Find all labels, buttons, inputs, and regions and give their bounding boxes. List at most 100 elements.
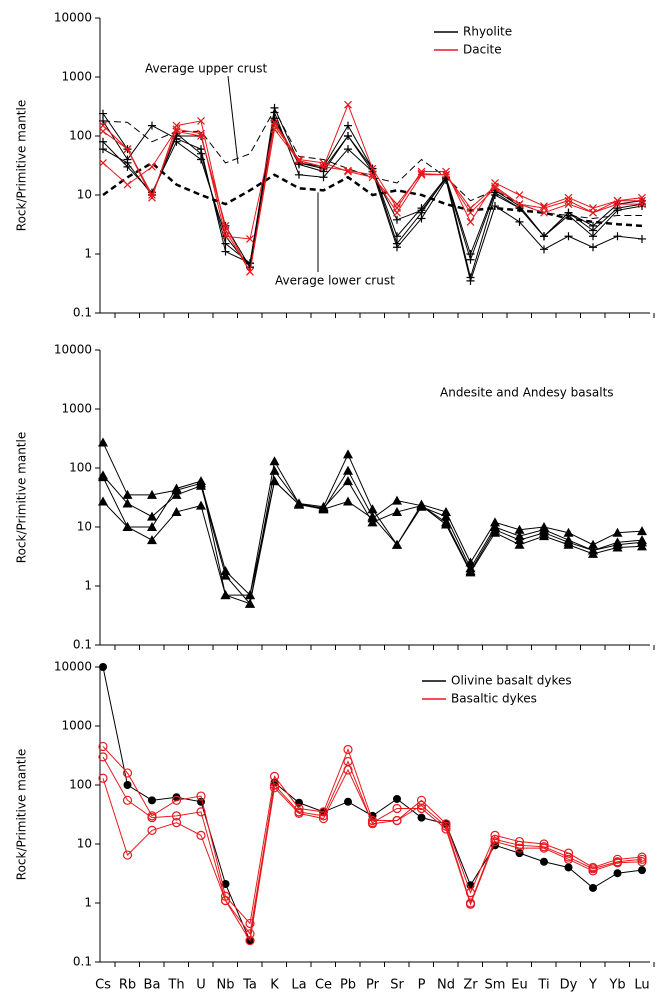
marker — [246, 235, 254, 243]
marker — [123, 158, 132, 167]
marker — [416, 803, 427, 814]
x-tick-label: K — [270, 978, 279, 993]
marker — [441, 519, 451, 529]
marker — [392, 815, 402, 826]
marker — [294, 808, 304, 819]
marker — [245, 918, 255, 929]
x-tick-label: Sr — [390, 978, 404, 993]
marker — [197, 132, 205, 140]
marker — [540, 245, 548, 254]
legend-label: Olivine basalt dykes — [451, 674, 572, 688]
marker — [515, 200, 524, 209]
marker — [564, 232, 573, 241]
y-tick-label: 10 — [77, 520, 92, 534]
marker — [220, 570, 231, 580]
y-tick-label: 1000 — [61, 719, 92, 733]
marker — [99, 145, 107, 154]
marker — [441, 824, 451, 834]
marker — [417, 204, 426, 213]
marker — [147, 535, 157, 545]
marker — [564, 193, 573, 202]
y-tick-label: 0.1 — [73, 306, 92, 320]
marker — [220, 895, 231, 906]
marker — [392, 803, 402, 814]
series-line — [102, 116, 643, 269]
marker — [588, 866, 598, 876]
y-tick-label: 10000 — [54, 11, 92, 25]
marker — [197, 117, 205, 125]
marker — [637, 541, 647, 551]
series-line — [102, 756, 643, 936]
x-tick-label: Rb — [119, 978, 136, 993]
marker — [392, 539, 402, 549]
marker — [295, 170, 303, 179]
marker — [393, 215, 401, 224]
series-line — [102, 666, 643, 943]
x-tick-label: Eu — [511, 978, 527, 993]
marker — [393, 794, 401, 803]
marker — [612, 858, 623, 868]
marker — [563, 539, 574, 549]
y-axis-label: Rock/Primitive mantle — [15, 749, 29, 880]
marker — [148, 191, 156, 199]
x-tick-label: U — [196, 978, 206, 993]
y-tick-label: 100 — [69, 461, 92, 475]
x-tick-label: La — [291, 978, 306, 993]
marker — [637, 854, 647, 864]
annotation: Average lower crust — [275, 274, 395, 288]
marker — [491, 182, 499, 191]
marker — [171, 489, 182, 499]
marker — [416, 500, 427, 510]
marker — [589, 208, 597, 217]
marker — [99, 121, 107, 130]
marker — [123, 180, 132, 189]
marker — [123, 145, 132, 154]
y-tick-label: 1 — [84, 247, 92, 261]
marker — [514, 539, 525, 549]
marker — [246, 259, 254, 268]
y-tick-label: 100 — [69, 129, 92, 143]
marker — [588, 548, 598, 558]
marker — [343, 765, 353, 775]
marker — [368, 170, 377, 179]
marker — [99, 127, 107, 136]
marker — [172, 127, 181, 136]
marker — [269, 771, 280, 781]
marker — [148, 162, 156, 171]
series-line — [102, 746, 643, 925]
marker — [589, 883, 597, 892]
x-tick-label: Zr — [463, 978, 478, 993]
marker — [98, 752, 108, 762]
y-tick-label: 1 — [84, 579, 92, 593]
marker — [245, 936, 255, 946]
marker — [122, 522, 133, 531]
marker — [465, 567, 476, 577]
x-tick-label: P — [418, 978, 426, 993]
marker — [122, 850, 133, 860]
y-axis-label: Rock/Primitive mantle — [15, 100, 29, 231]
series-line — [102, 103, 643, 274]
series-line — [102, 768, 643, 943]
marker — [344, 121, 352, 130]
marker — [344, 100, 352, 109]
marker — [98, 741, 108, 752]
marker — [515, 191, 524, 199]
marker — [417, 170, 426, 179]
marker — [172, 793, 181, 802]
marker — [98, 496, 108, 506]
annotation: Average upper crust — [145, 62, 267, 76]
marker — [122, 795, 133, 805]
marker — [196, 807, 206, 817]
marker — [99, 158, 107, 167]
marker — [638, 196, 646, 205]
marker — [172, 137, 181, 146]
marker — [171, 506, 182, 516]
marker — [122, 768, 133, 778]
marker — [122, 498, 133, 508]
marker — [270, 118, 279, 127]
marker — [368, 173, 377, 182]
marker — [294, 803, 304, 814]
marker — [171, 811, 182, 821]
marker — [148, 193, 156, 202]
marker — [514, 524, 525, 534]
